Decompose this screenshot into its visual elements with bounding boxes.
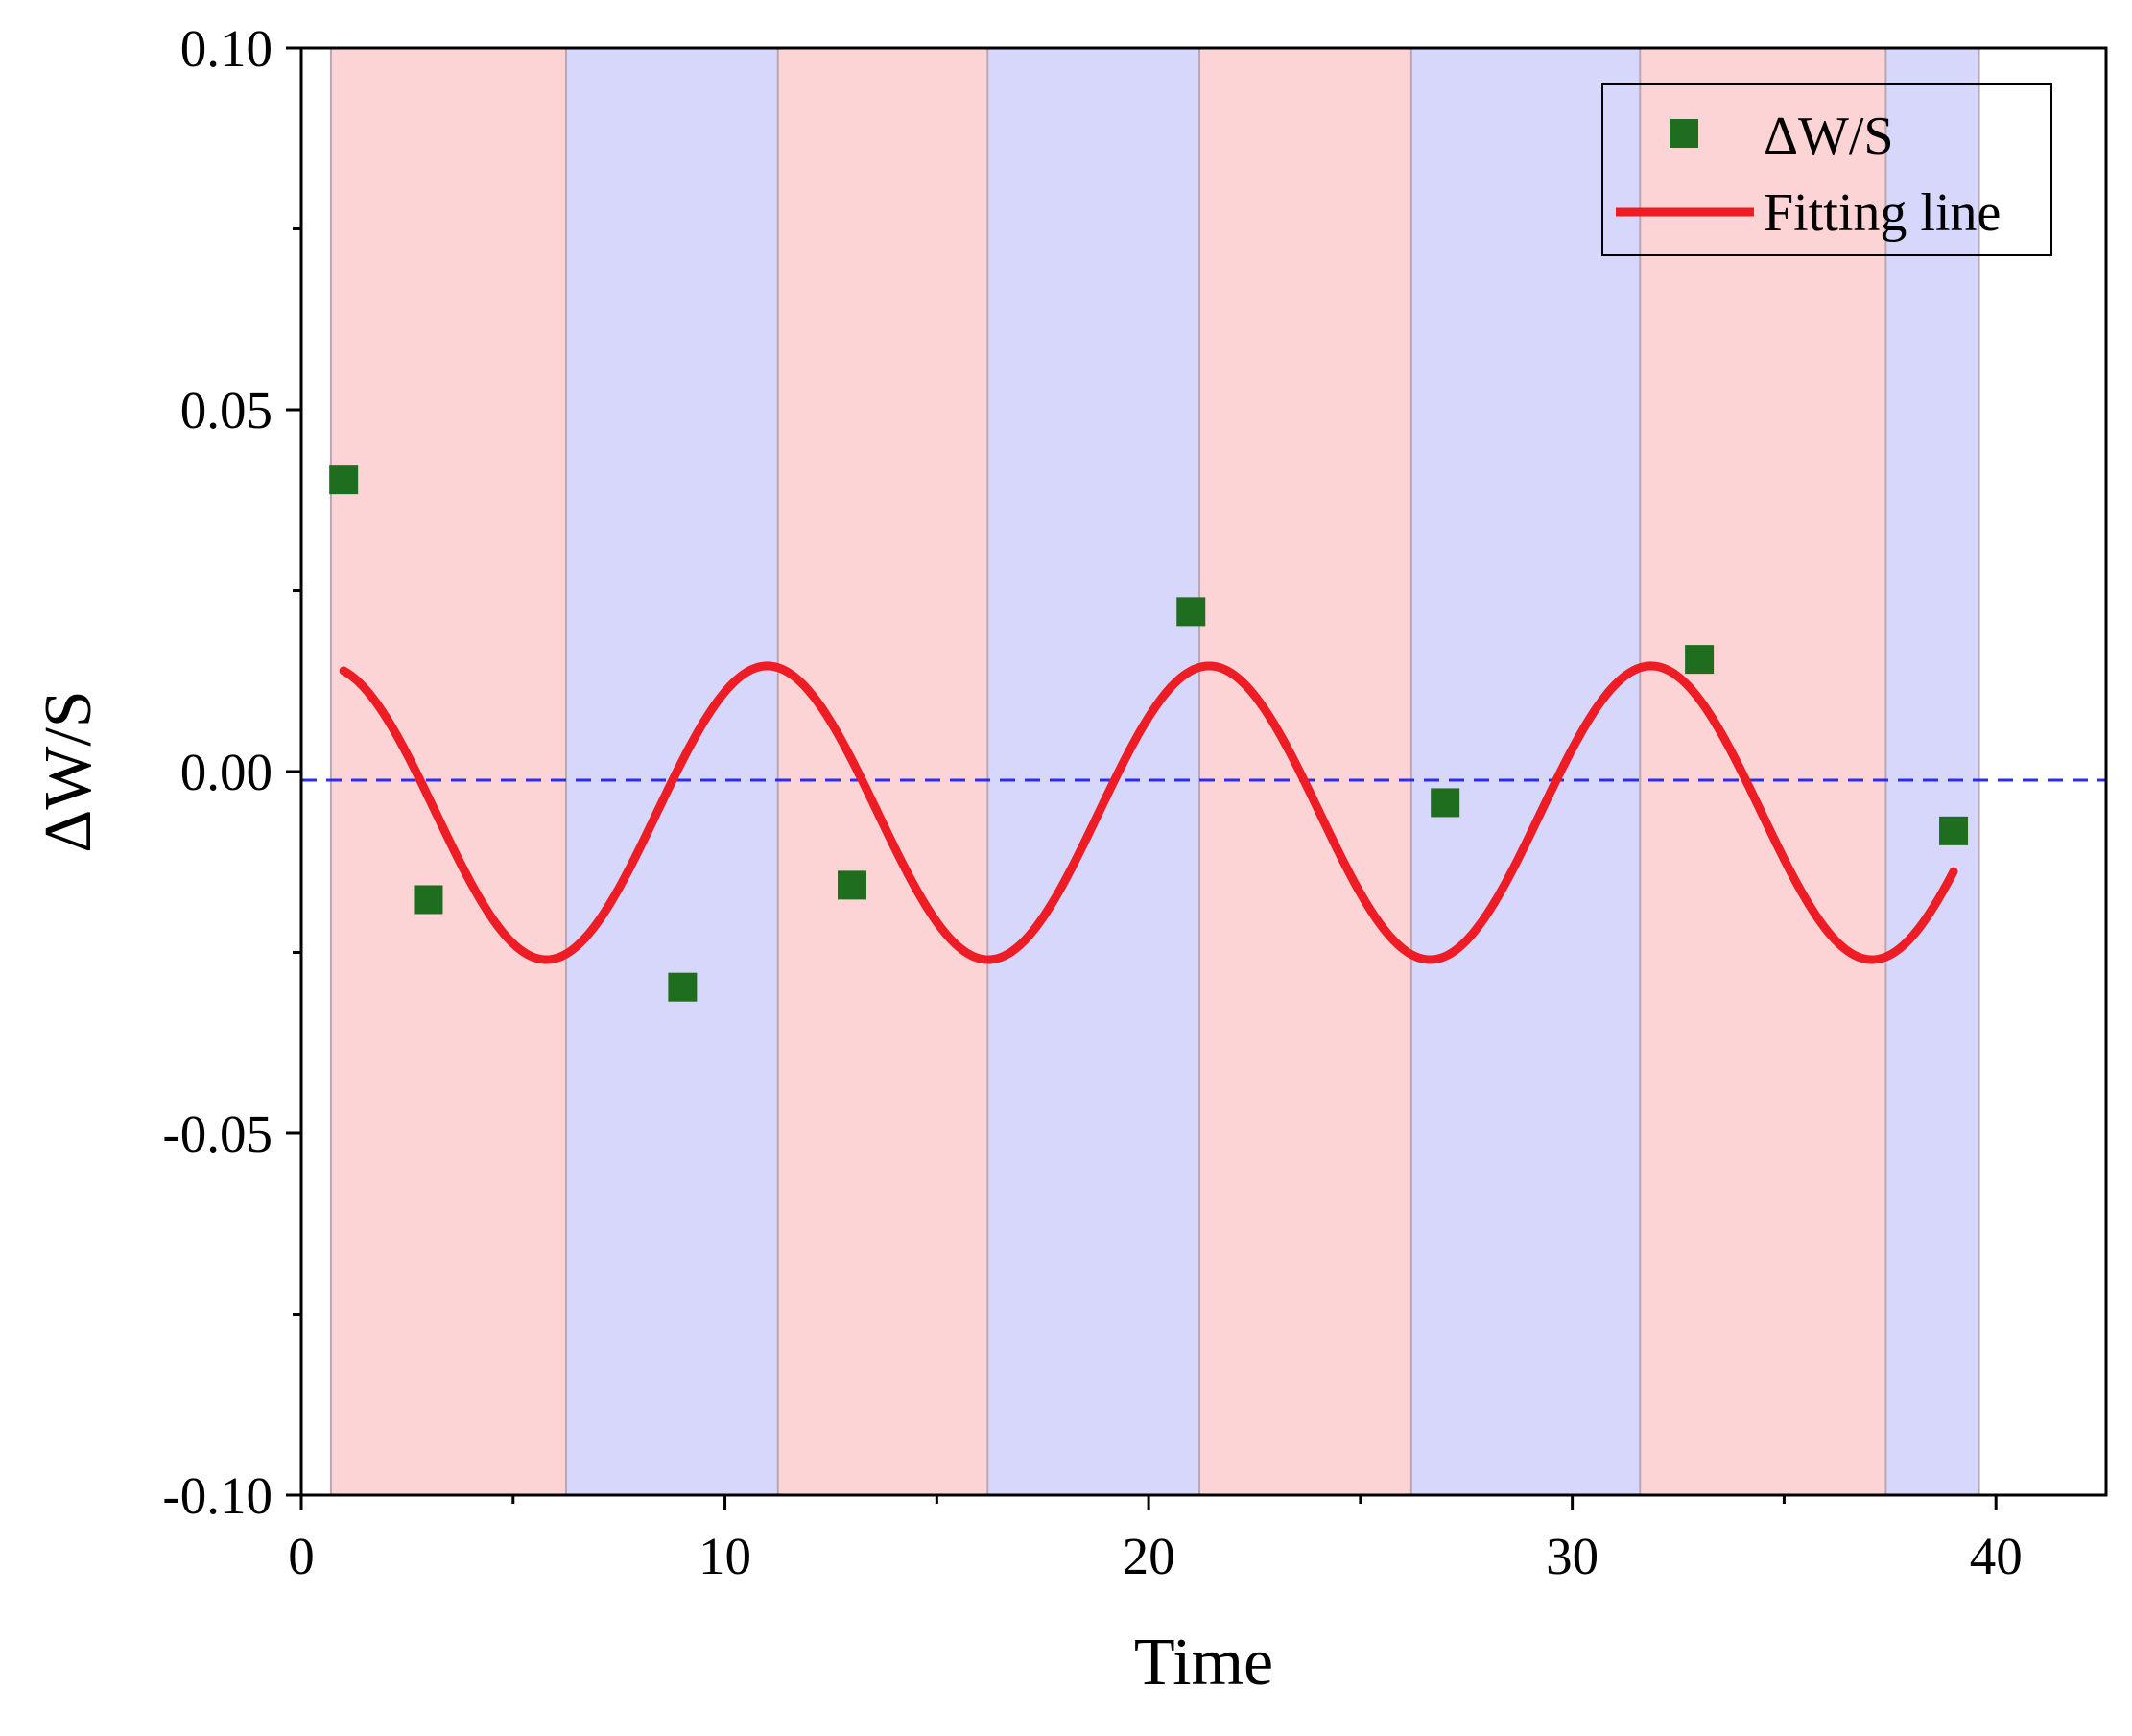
- fitting-line-group: [339, 661, 1958, 964]
- band-5: [1410, 48, 1641, 1495]
- x-tick-label-0: 0: [288, 1527, 315, 1585]
- ticks: 0 10 20 30 40 -0.10 -0.05 0.00 0.05 0.10: [162, 19, 2022, 1585]
- y-tick-label-0: -0.10: [162, 1466, 272, 1525]
- scatter-points: [329, 465, 1969, 1002]
- fitting-line: [339, 661, 1958, 964]
- legend: ΔW/S Fitting line: [1601, 83, 2052, 256]
- y-tick-label-3: 0.05: [180, 381, 272, 440]
- legend-label-fitting-line: Fitting line: [1764, 183, 2001, 243]
- band-1: [565, 48, 778, 1495]
- y-axis-title: ΔW/S: [32, 690, 106, 852]
- data-point-2: [668, 972, 698, 1002]
- data-point-7: [1939, 816, 1969, 845]
- data-point-4: [1176, 597, 1206, 627]
- y-tick-label-1: -0.05: [162, 1105, 272, 1163]
- band-7: [1885, 48, 1979, 1495]
- band-4: [1199, 48, 1411, 1495]
- background-bands: [329, 48, 1980, 1495]
- data-point-0: [329, 465, 359, 495]
- x-tick-label-1: 10: [699, 1527, 751, 1585]
- data-point-5: [1431, 788, 1460, 818]
- legend-box: [1601, 83, 2052, 256]
- x-tick-label-4: 40: [1970, 1527, 2023, 1585]
- data-point-3: [838, 870, 867, 900]
- x-tick-label-2: 20: [1123, 1527, 1175, 1585]
- legend-scatter-swatch: [1670, 119, 1698, 148]
- data-point-1: [414, 885, 443, 915]
- x-tick-label-3: 30: [1546, 1527, 1599, 1585]
- legend-label-scatter: ΔW/S: [1764, 107, 1894, 166]
- x-axis-title: Time: [1134, 1626, 1273, 1700]
- y-tick-label-4: 0.10: [180, 19, 272, 78]
- data-point-6: [1685, 645, 1715, 675]
- band-2: [777, 48, 988, 1495]
- band-0: [330, 48, 566, 1495]
- band-3: [987, 48, 1200, 1495]
- band-6: [1640, 48, 1886, 1495]
- y-tick-label-2: 0.00: [180, 743, 272, 801]
